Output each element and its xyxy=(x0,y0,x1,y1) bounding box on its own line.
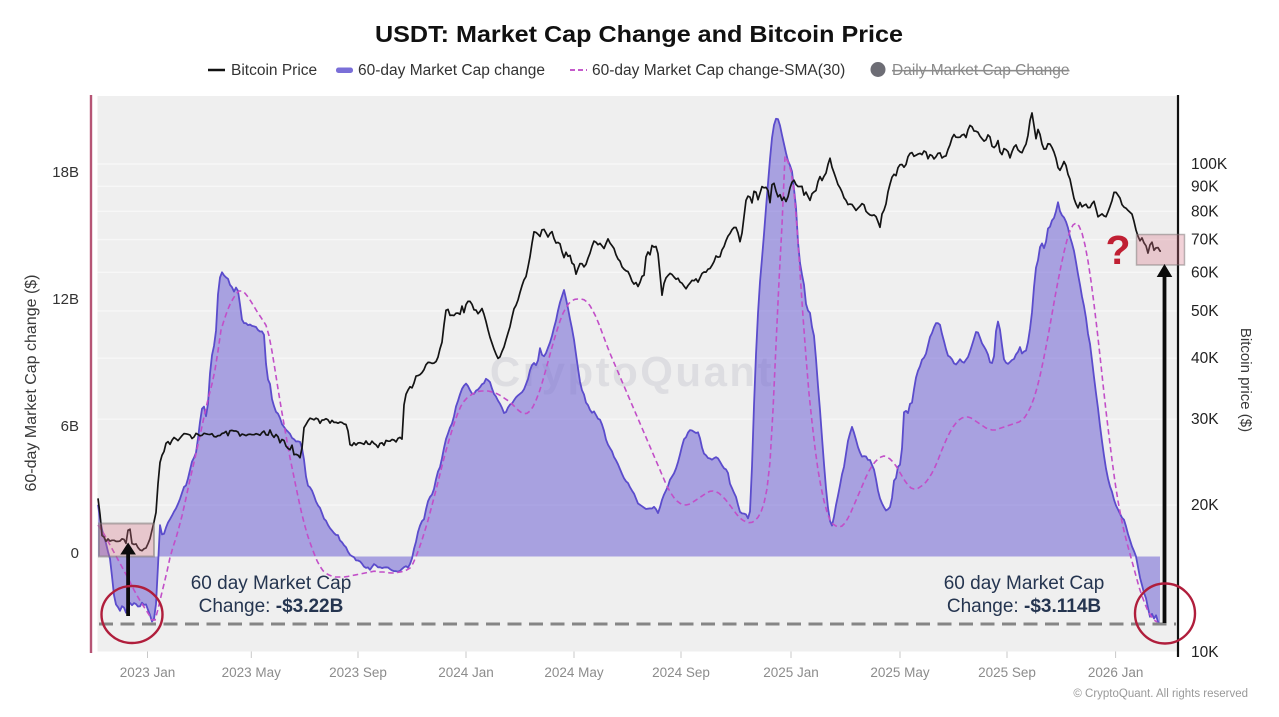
svg-text:2025 May: 2025 May xyxy=(870,665,930,680)
svg-text:50K: 50K xyxy=(1191,303,1219,320)
svg-text:90K: 90K xyxy=(1191,178,1219,195)
svg-text:60-day Market Cap change: 60-day Market Cap change xyxy=(358,62,545,79)
svg-text:2023 Sep: 2023 Sep xyxy=(329,665,387,680)
svg-text:2025 Sep: 2025 Sep xyxy=(978,665,1036,680)
svg-text:2024 Sep: 2024 Sep xyxy=(652,665,710,680)
svg-text:Bitcoin price ($): Bitcoin price ($) xyxy=(1237,328,1254,432)
svg-text:Change: -$3.114B: Change: -$3.114B xyxy=(947,596,1101,617)
svg-text:2023 Jan: 2023 Jan xyxy=(120,665,176,680)
svg-text:?: ? xyxy=(1105,227,1130,273)
svg-text:40K: 40K xyxy=(1191,350,1219,367)
svg-text:60K: 60K xyxy=(1191,264,1219,281)
svg-text:0: 0 xyxy=(71,545,79,562)
svg-text:Bitcoin Price: Bitcoin Price xyxy=(231,62,317,79)
svg-text:60 day Market Cap: 60 day Market Cap xyxy=(191,573,352,594)
svg-text:30K: 30K xyxy=(1191,411,1219,428)
svg-text:100K: 100K xyxy=(1191,156,1228,173)
svg-text:© CryptoQuant. All rights rese: © CryptoQuant. All rights reserved xyxy=(1073,688,1248,700)
svg-text:2024 May: 2024 May xyxy=(544,665,604,680)
svg-text:2024 Jan: 2024 Jan xyxy=(438,665,494,680)
svg-text:10K: 10K xyxy=(1191,644,1219,661)
svg-text:80K: 80K xyxy=(1191,203,1219,220)
svg-text:70K: 70K xyxy=(1191,232,1219,249)
svg-text:18B: 18B xyxy=(52,164,79,181)
svg-text:60-day Market Cap change-SMA(3: 60-day Market Cap change-SMA(30) xyxy=(592,62,845,79)
svg-text:2026 Jan: 2026 Jan xyxy=(1088,665,1144,680)
svg-text:12B: 12B xyxy=(52,291,79,308)
svg-text:60-day Market Cap change ($): 60-day Market Cap change ($) xyxy=(23,275,40,492)
svg-text:2025 Jan: 2025 Jan xyxy=(763,665,819,680)
svg-text:USDT: Market Cap Change and Bi: USDT: Market Cap Change and Bitcoin Pric… xyxy=(375,21,903,47)
svg-text:60 day Market Cap: 60 day Market Cap xyxy=(944,573,1105,594)
svg-text:2023 May: 2023 May xyxy=(222,665,282,680)
svg-text:20K: 20K xyxy=(1191,497,1219,514)
svg-text:6B: 6B xyxy=(61,418,79,435)
svg-text:Daily Market Cap Change: Daily Market Cap Change xyxy=(892,62,1069,79)
svg-text:Change: -$3.22B: Change: -$3.22B xyxy=(199,596,344,617)
